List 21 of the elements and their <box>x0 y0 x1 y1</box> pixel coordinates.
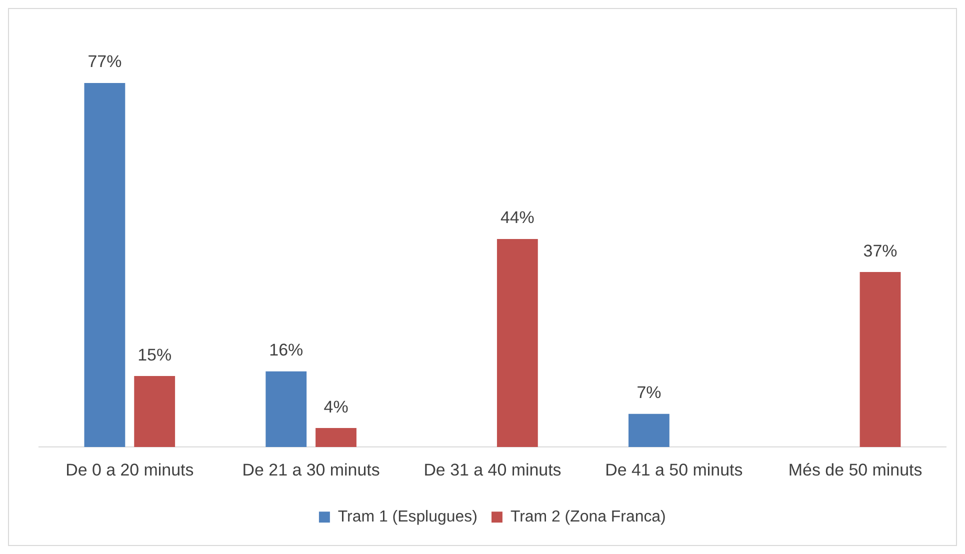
data-label: 77% <box>88 52 122 72</box>
x-tick-label: De 31 a 40 minuts <box>424 460 562 480</box>
bar <box>266 371 307 447</box>
x-tick-label: De 21 a 30 minuts <box>242 460 380 480</box>
data-label: 15% <box>138 345 172 364</box>
x-tick-label: De 0 a 20 minuts <box>66 460 194 480</box>
x-tick-label: De 41 a 50 minuts <box>605 460 743 480</box>
data-label: 37% <box>863 241 898 260</box>
legend-label: Tram 2 (Zona Franca) <box>510 508 666 526</box>
data-label: 16% <box>269 340 304 360</box>
bar <box>316 428 356 447</box>
bar <box>860 272 901 447</box>
bar <box>134 376 176 447</box>
data-label: 44% <box>500 208 534 228</box>
data-label: 7% <box>636 383 662 402</box>
x-tick-label: Més de 50 minuts <box>788 460 922 480</box>
bar <box>628 414 670 447</box>
legend-label: Tram 1 (Esplugues) <box>338 508 478 526</box>
bar <box>496 238 538 447</box>
data-label: 4% <box>324 397 348 416</box>
bar <box>84 82 126 447</box>
